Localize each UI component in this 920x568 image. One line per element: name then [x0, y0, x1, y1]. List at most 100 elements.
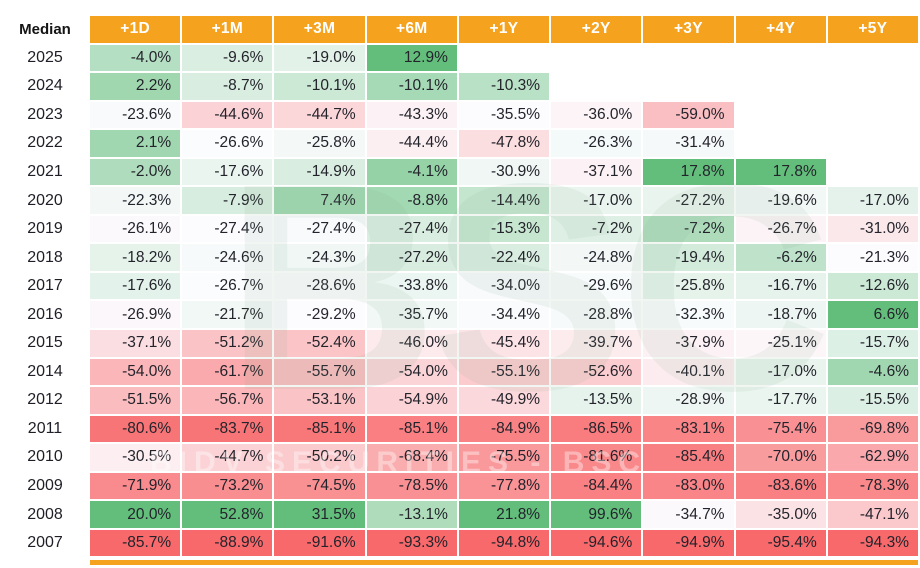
- column-header-1y: +1Y: [458, 16, 550, 43]
- heatmap-cell: -25.1%: [735, 330, 826, 357]
- heatmap-cell: -94.3%: [827, 529, 918, 557]
- column-header-1d: +1D: [90, 16, 181, 43]
- heatmap-cell: -15.3%: [458, 215, 550, 243]
- heatmap-cell: -4.0%: [90, 44, 181, 72]
- heatmap-cell: -24.8%: [551, 244, 642, 271]
- year-label: 2016: [2, 301, 88, 329]
- heatmap-cell: -85.1%: [274, 415, 365, 443]
- heatmap-cell: -71.9%: [90, 472, 181, 500]
- heatmap-cell: -18.2%: [90, 244, 181, 271]
- heatmap-cell: -52.6%: [551, 358, 642, 386]
- heatmap-cell: 2.2%: [90, 73, 181, 100]
- year-label: 2025: [2, 44, 88, 72]
- heatmap-cell: -10.3%: [458, 73, 550, 100]
- heatmap-cell: -77.8%: [458, 472, 550, 500]
- heatmap-cell: -43.3%: [366, 101, 457, 129]
- year-label: 2024: [2, 73, 88, 100]
- heatmap-cell: -17.6%: [90, 272, 181, 300]
- heatmap-cell: -37.1%: [90, 330, 181, 357]
- heatmap-cell: -7.9%: [182, 187, 273, 214]
- heatmap-cell: -34.0%: [458, 272, 550, 300]
- heatmap-cell: -44.7%: [182, 444, 273, 471]
- table-row-2025: 2025 -4.0% -9.6% -19.0% 12.9%: [2, 44, 918, 72]
- heatmap-cell: -80.6%: [90, 415, 181, 443]
- heatmap-cell: 99.6%: [551, 501, 642, 528]
- heatmap-cell: -10.1%: [274, 73, 365, 100]
- heatmap-cell: -74.5%: [274, 472, 365, 500]
- table-row-2009: 2009 -71.9% -73.2% -74.5% -78.5% -77.8% -84.4%…: [2, 472, 918, 500]
- heatmap-cell: 17.8%: [735, 158, 826, 186]
- table-row-2008: 2008 20.0% 52.8% 31.5% -13.1% 21.8% 99.6% -34.7…: [2, 501, 918, 528]
- table-row-2016: 2016 -26.9% -21.7% -29.2% -35.7% -34.4% -28.8%…: [2, 301, 918, 329]
- heatmap-cell: -44.7%: [274, 101, 365, 129]
- table-row-2011: 2011 -80.6% -83.7% -85.1% -85.1% -84.9% -86.5%…: [2, 415, 918, 443]
- heatmap-cell: -19.6%: [735, 187, 826, 214]
- heatmap-cell: [827, 130, 918, 157]
- median-heatmap-table: Median +1D +1M +3M +6M +1Y +2Y +3Y +4Y +5Y 2025-…: [0, 14, 920, 558]
- heatmap-cell: 12.9%: [366, 44, 457, 72]
- heatmap-cell: -30.9%: [458, 158, 550, 186]
- table-row-2023: 2023 -23.6% -44.6% -44.7% -43.3% -35.5% -36.0%…: [2, 101, 918, 129]
- heatmap-cell: [643, 73, 734, 100]
- column-header-3m: +3M: [274, 16, 365, 43]
- heatmap-cell: [643, 44, 734, 72]
- heatmap-cell: 6.6%: [827, 301, 918, 329]
- heatmap-cell: -27.2%: [643, 187, 734, 214]
- heatmap-cell: -34.4%: [458, 301, 550, 329]
- heatmap-cell: -29.6%: [551, 272, 642, 300]
- header-row: Median +1D +1M +3M +6M +1Y +2Y +3Y +4Y +5Y: [2, 16, 918, 43]
- heatmap-cell: 31.5%: [274, 501, 365, 528]
- heatmap-cell: -27.4%: [182, 215, 273, 243]
- year-label: 2007: [2, 529, 88, 557]
- heatmap-cell: [458, 44, 550, 72]
- heatmap-cell: [735, 130, 826, 157]
- heatmap-cell: [735, 73, 826, 100]
- table-row-2024: 2024 2.2% -8.7% -10.1% -10.1% -10.3%: [2, 73, 918, 100]
- column-header-4y: +4Y: [735, 16, 826, 43]
- heatmap-cell: -26.3%: [551, 130, 642, 157]
- heatmap-cell: -27.4%: [366, 215, 457, 243]
- year-label: 2015: [2, 330, 88, 357]
- heatmap-cell: -36.0%: [551, 101, 642, 129]
- heatmap-cell: -85.4%: [643, 444, 734, 471]
- heatmap-cell: -75.4%: [735, 415, 826, 443]
- heatmap-cell: -33.8%: [366, 272, 457, 300]
- table-row-2021: 2021 -2.0% -17.6% -14.9% -4.1% -30.9% -37.1% 17…: [2, 158, 918, 186]
- heatmap-cell: -56.7%: [182, 387, 273, 414]
- heatmap-cell: -35.0%: [735, 501, 826, 528]
- heatmap-cell: -83.0%: [643, 472, 734, 500]
- heatmap-cell: -34.7%: [643, 501, 734, 528]
- heatmap-cell: -17.0%: [827, 187, 918, 214]
- heatmap-cell: -24.3%: [274, 244, 365, 271]
- heatmap-cell: -86.5%: [551, 415, 642, 443]
- heatmap-cell: -12.6%: [827, 272, 918, 300]
- heatmap-cell: -28.8%: [551, 301, 642, 329]
- heatmap-cell: -85.7%: [90, 529, 181, 557]
- heatmap-cell: -31.0%: [827, 215, 918, 243]
- heatmap-cell: -18.7%: [735, 301, 826, 329]
- column-header-3y: +3Y: [643, 16, 734, 43]
- heatmap-cell: -70.0%: [735, 444, 826, 471]
- heatmap-cell: -69.8%: [827, 415, 918, 443]
- heatmap-cell: -94.9%: [643, 529, 734, 557]
- heatmap-cell: -52.4%: [274, 330, 365, 357]
- column-header-1m: +1M: [182, 16, 273, 43]
- heatmap-cell: -95.4%: [735, 529, 826, 557]
- heatmap-cell: -9.6%: [182, 44, 273, 72]
- heatmap-cell: -17.0%: [735, 358, 826, 386]
- year-label: 2017: [2, 272, 88, 300]
- heatmap-cell: -85.1%: [366, 415, 457, 443]
- heatmap-cell: -55.7%: [274, 358, 365, 386]
- heatmap-cell: -28.9%: [643, 387, 734, 414]
- heatmap-cell: -55.1%: [458, 358, 550, 386]
- heatmap-cell: -39.7%: [551, 330, 642, 357]
- heatmap-cell: -73.2%: [182, 472, 273, 500]
- heatmap-cell: -21.3%: [827, 244, 918, 271]
- table-row-2012: 2012 -51.5% -56.7% -53.1% -54.9% -49.9% -13.5%…: [2, 387, 918, 414]
- heatmap-cell: -26.9%: [90, 301, 181, 329]
- heatmap-cell: -25.8%: [643, 272, 734, 300]
- heatmap-cell: -6.2%: [735, 244, 826, 271]
- heatmap-cell: [735, 101, 826, 129]
- heatmap-cell: -94.6%: [551, 529, 642, 557]
- year-label: 2012: [2, 387, 88, 414]
